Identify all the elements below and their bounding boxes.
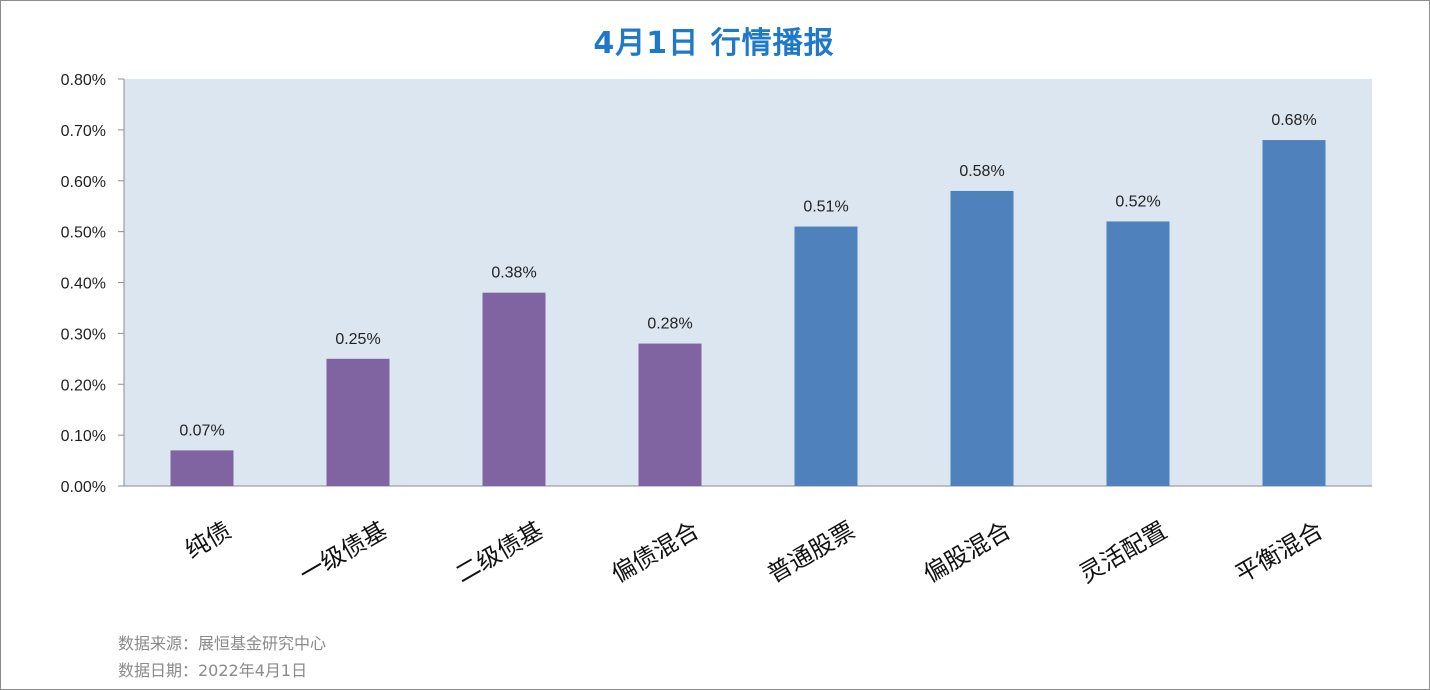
x-axis-categories: 纯债 一级债基 二级债基 偏债混合 普通股票 偏股混合 灵活配置 平衡混合 — [180, 516, 1328, 588]
y-tick-label: 0.70% — [61, 123, 106, 140]
x-tick-label: 偏股混合 — [919, 516, 1016, 588]
bar — [170, 450, 234, 486]
y-tick-label: 0.80% — [61, 72, 106, 89]
data-label: 0.68% — [1271, 112, 1316, 129]
data-label: 0.52% — [1115, 193, 1160, 210]
data-labels: 0.07% 0.25% 0.38% 0.28% 0.51% 0.58% 0.52% 0.68% — [179, 112, 1316, 439]
x-tick-label: 普通股票 — [763, 516, 860, 588]
data-date-note: 数据日期：2022年4月1日 — [118, 661, 308, 680]
y-tick-label: 0.60% — [61, 174, 106, 191]
bar — [1262, 140, 1326, 487]
bar — [1106, 221, 1170, 486]
y-tick-label: 0.50% — [61, 225, 106, 242]
bar — [638, 343, 702, 486]
x-tick-label: 灵活配置 — [1075, 516, 1172, 588]
x-tick-label: 偏债混合 — [607, 516, 704, 588]
x-tick-label: 平衡混合 — [1231, 516, 1328, 588]
bar — [482, 292, 546, 486]
y-tick-label: 0.30% — [61, 326, 106, 343]
data-label: 0.07% — [179, 422, 224, 439]
bar — [326, 358, 390, 486]
y-tick-label: 0.10% — [61, 428, 106, 445]
x-tick-label: 一级债基 — [295, 516, 392, 588]
bar — [794, 226, 858, 486]
bar — [950, 190, 1014, 487]
data-label: 0.58% — [959, 163, 1004, 180]
plot-area — [124, 79, 1372, 486]
x-tick-label: 纯债 — [180, 516, 236, 564]
y-tick-label: 0.20% — [61, 377, 106, 394]
chart-title: 4月1日 行情播报 — [593, 26, 835, 61]
y-tick-label: 0.40% — [61, 276, 106, 293]
data-label: 0.28% — [647, 316, 692, 333]
data-label: 0.25% — [335, 331, 380, 348]
bars — [170, 140, 1326, 487]
x-tick-label: 二级债基 — [451, 516, 548, 588]
data-source-note: 数据来源：展恒基金研究中心 — [118, 634, 327, 653]
y-tick-label: 0.00% — [61, 479, 106, 496]
data-label: 0.38% — [491, 265, 536, 282]
data-label: 0.51% — [803, 199, 848, 216]
